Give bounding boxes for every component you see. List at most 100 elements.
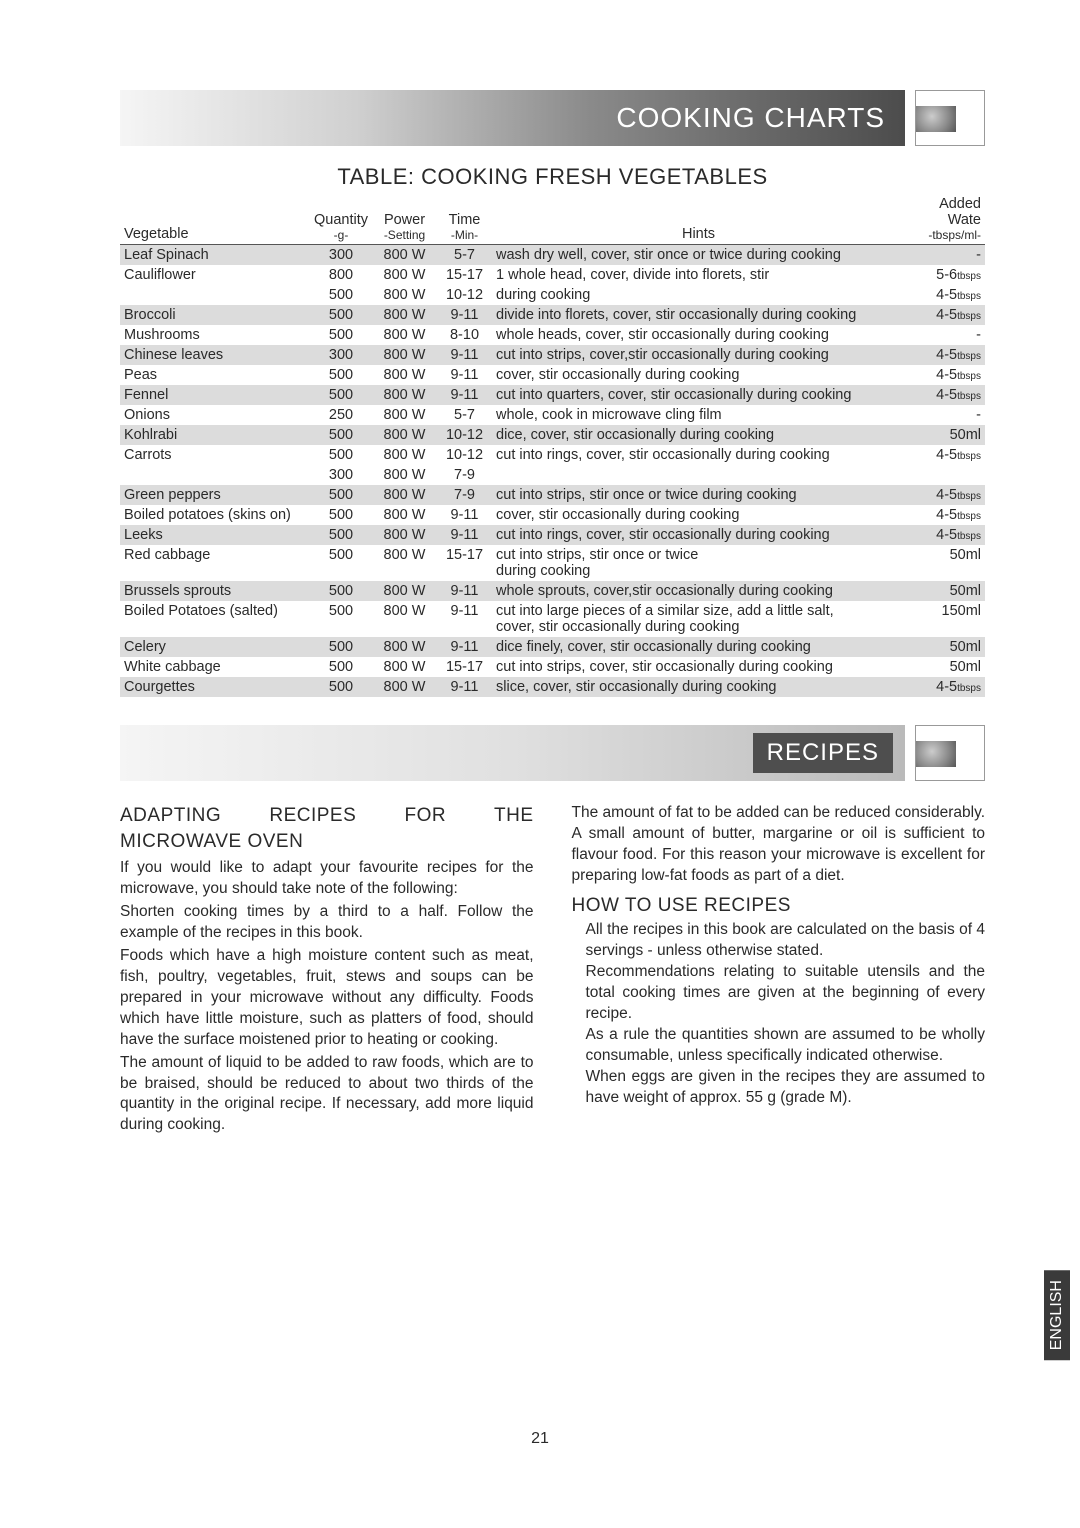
left-column: ADAPTING RECIPES FOR THE MICROWAVE OVEN … [120,803,534,1138]
cell-water: 4-5tbsps [905,485,985,505]
table-row: Green peppers500800 W7-9cut into strips,… [120,485,985,505]
table-row: Chinese leaves300800 W9-11cut into strip… [120,345,985,365]
cell-hints: cover, stir occasionally during cooking [492,505,905,525]
cell-hints: wash dry well, cover, stir once or twice… [492,245,905,266]
cell-water: 50ml [905,657,985,677]
cell-vegetable: Cauliflower [120,265,310,285]
cell-hints: dice finely, cover, stir occasionally du… [492,637,905,657]
cell-hints: whole, cook in microwave cling film [492,405,905,425]
howto-heading: HOW TO USE RECIPES [572,893,986,919]
cell-vegetable: Leeks [120,525,310,545]
table-row: Leaf Spinach300800 W5-7wash dry well, co… [120,245,985,266]
cell-power: 800 W [372,365,437,385]
recipes-banner: RECIPES [120,725,1040,781]
cell-power: 800 W [372,677,437,697]
cell-time: 9-11 [437,677,492,697]
cell-time: 9-11 [437,601,492,637]
cell-quantity: 500 [310,425,372,445]
cell-vegetable: Chinese leaves [120,345,310,365]
cell-hints: divide into florets, cover, stir occasio… [492,305,905,325]
cell-water: 50ml [905,545,985,581]
cell-quantity: 500 [310,445,372,465]
cell-time: 9-11 [437,345,492,365]
cell-vegetable: Broccoli [120,305,310,325]
cell-time: 9-11 [437,305,492,325]
language-tab: ENGLISH [1044,1270,1070,1360]
cell-power: 800 W [372,485,437,505]
cell-time: 10-12 [437,285,492,305]
cell-vegetable: Mushrooms [120,325,310,345]
cell-vegetable: Courgettes [120,677,310,697]
cell-water: 50ml [905,581,985,601]
cell-quantity: 500 [310,485,372,505]
cell-power: 800 W [372,245,437,266]
cell-hints: slice, cover, stir occasionally during c… [492,677,905,697]
cell-hints: cut into rings, cover, stir occasionally… [492,445,905,465]
cell-quantity: 500 [310,365,372,385]
cell-vegetable: Carrots [120,445,310,465]
table-header-row: Vegetable Quantity-g- Power-Setting Time… [120,194,985,245]
cell-water [905,465,985,485]
table-row: Carrots500800 W10-12cut into rings, cove… [120,445,985,465]
cell-water: - [905,325,985,345]
cell-power: 800 W [372,345,437,365]
list-item: All the recipes in this book are calcula… [586,920,986,962]
cooking-charts-banner: COOKING CHARTS [120,90,1040,146]
table-row: Fennel500800 W9-11cut into quarters, cov… [120,385,985,405]
table-row: Leeks500800 W9-11cut into rings, cover, … [120,525,985,545]
cell-hints: during cooking [492,285,905,305]
cell-vegetable: Peas [120,365,310,385]
list-item: As a rule the quantities shown are assum… [586,1025,986,1067]
cell-time: 5-7 [437,405,492,425]
table-row: 500800 W10-12during cooking4-5tbsps [120,285,985,305]
col-quantity: Quantity-g- [310,194,372,245]
cell-time: 10-12 [437,425,492,445]
col-vegetable: Vegetable [120,194,310,245]
cell-water: 150ml [905,601,985,637]
cell-time: 8-10 [437,325,492,345]
cell-vegetable: Green peppers [120,485,310,505]
table-row: Boiled Potatoes (salted)500800 W9-11cut … [120,601,985,637]
recipes-columns: ADAPTING RECIPES FOR THE MICROWAVE OVEN … [40,803,1040,1138]
cell-hints: cut into rings, cover, stir occasionally… [492,525,905,545]
table-row: Red cabbage500800 W15-17cut into strips,… [120,545,985,581]
cell-water: 4-5tbsps [905,345,985,365]
cell-water: - [905,405,985,425]
cell-quantity: 300 [310,465,372,485]
cell-water: 4-5tbsps [905,365,985,385]
cell-water: 4-5tbsps [905,525,985,545]
table-section: TABLE: COOKING FRESH VEGETABLES Vegetabl… [40,164,1040,697]
cell-power: 800 W [372,425,437,445]
body-text: The amount of liquid to be added to raw … [120,1053,534,1137]
col-hints: Hints [492,194,905,245]
cell-water: 4-5tbsps [905,285,985,305]
cell-power: 800 W [372,581,437,601]
cell-quantity: 500 [310,525,372,545]
cell-hints: cut into large pieces of a similar size,… [492,601,905,637]
cell-quantity: 300 [310,345,372,365]
col-time: Time-Min- [437,194,492,245]
banner-title: COOKING CHARTS [616,102,885,134]
cell-hints: dice, cover, stir occasionally during co… [492,425,905,445]
cell-water: 4-5tbsps [905,505,985,525]
cell-quantity: 500 [310,285,372,305]
cell-hints: whole heads, cover, stir occasionally du… [492,325,905,345]
cell-power: 800 W [372,445,437,465]
table-row: 300800 W7-9 [120,465,985,485]
table-row: Onions250800 W5-7whole, cook in microwav… [120,405,985,425]
cell-time: 9-11 [437,581,492,601]
cell-power: 800 W [372,405,437,425]
cell-vegetable: Onions [120,405,310,425]
cell-hints: cover, stir occasionally during cooking [492,365,905,385]
cell-power: 800 W [372,465,437,485]
cell-quantity: 500 [310,325,372,345]
banner-icon-frame [915,90,985,146]
cell-hints: cut into strips, stir once or twice duri… [492,485,905,505]
cell-power: 800 W [372,637,437,657]
cell-quantity: 500 [310,385,372,405]
table-row: Broccoli500800 W9-11divide into florets,… [120,305,985,325]
cell-quantity: 500 [310,601,372,637]
cell-vegetable: White cabbage [120,657,310,677]
table-row: Brussels sprouts500800 W9-11whole sprout… [120,581,985,601]
cell-power: 800 W [372,545,437,581]
